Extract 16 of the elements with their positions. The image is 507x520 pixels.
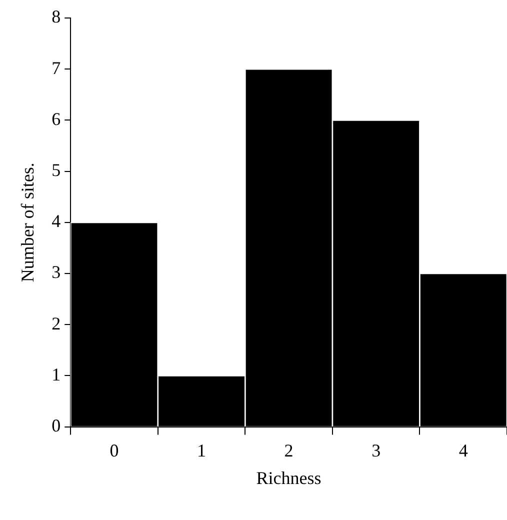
y-tick-label: 1 [52, 364, 61, 384]
y-tick-label: 3 [52, 262, 61, 282]
x-tick-label: 0 [110, 440, 119, 460]
y-tick-label: 0 [52, 416, 61, 436]
y-tick-label: 7 [52, 58, 61, 78]
y-axis-title: Number of sites. [18, 162, 38, 282]
y-tick-label: 8 [52, 6, 61, 27]
x-axis-title: Richness [256, 468, 322, 488]
x-tick-label: 1 [197, 440, 206, 460]
x-tick-label: 3 [372, 440, 381, 460]
y-tick-label: 2 [52, 313, 61, 334]
y-tick-label: 4 [52, 211, 61, 232]
x-tick-label: 4 [458, 440, 468, 460]
y-tick-label: 6 [52, 108, 61, 129]
y-tick-label: 5 [52, 160, 61, 180]
x-tick-label: 2 [284, 440, 294, 460]
